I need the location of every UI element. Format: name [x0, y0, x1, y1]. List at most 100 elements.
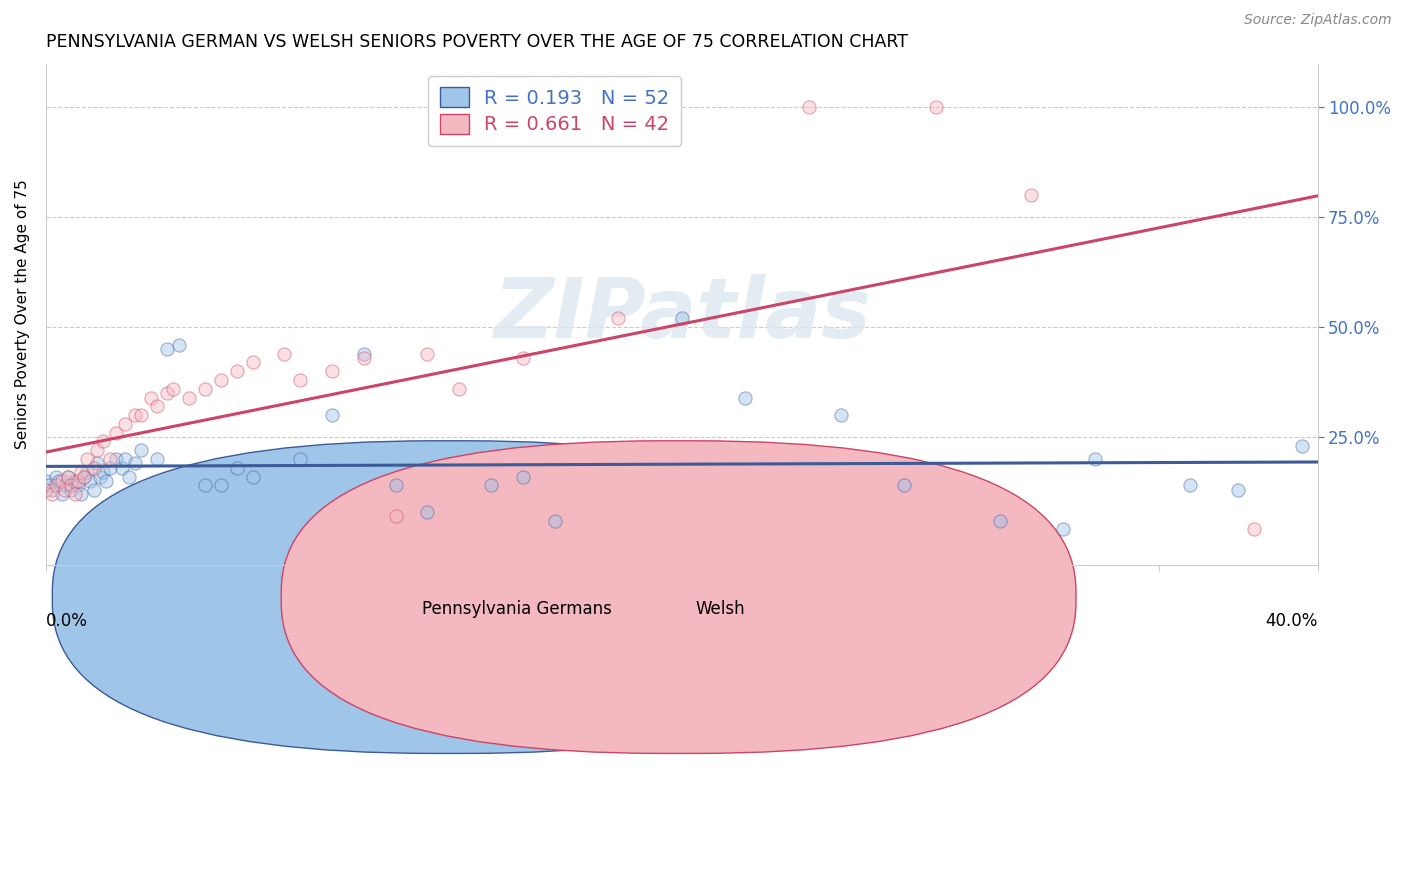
- Point: [209, 373, 232, 387]
- Point: [225, 460, 247, 475]
- Point: [156, 386, 179, 401]
- Point: [512, 351, 534, 365]
- Point: [83, 483, 105, 497]
- Point: [353, 346, 375, 360]
- Point: [73, 469, 96, 483]
- Point: [48, 474, 70, 488]
- Point: [607, 311, 630, 326]
- Text: 40.0%: 40.0%: [1265, 612, 1317, 630]
- Point: [51, 487, 73, 501]
- Point: [114, 417, 136, 431]
- Point: [76, 452, 98, 467]
- Point: [1052, 522, 1074, 536]
- Point: [70, 487, 93, 501]
- Point: [384, 478, 406, 492]
- Point: [83, 460, 105, 475]
- Point: [543, 514, 565, 528]
- Point: [63, 474, 86, 488]
- Point: [111, 460, 134, 475]
- Point: [797, 100, 820, 114]
- Point: [449, 382, 471, 396]
- Point: [162, 382, 184, 396]
- Text: ZIPatlas: ZIPatlas: [494, 274, 870, 354]
- Point: [290, 452, 312, 467]
- Point: [1180, 478, 1202, 492]
- Point: [384, 509, 406, 524]
- Point: [38, 478, 60, 492]
- Point: [89, 469, 111, 483]
- Point: [225, 364, 247, 378]
- Point: [98, 452, 121, 467]
- Text: PENNSYLVANIA GERMAN VS WELSH SENIORS POVERTY OVER THE AGE OF 75 CORRELATION CHAR: PENNSYLVANIA GERMAN VS WELSH SENIORS POV…: [46, 33, 908, 51]
- Point: [66, 474, 89, 488]
- Point: [51, 474, 73, 488]
- Point: [91, 465, 114, 479]
- Text: Pennsylvania Germans: Pennsylvania Germans: [422, 599, 612, 617]
- Point: [73, 469, 96, 483]
- Text: Source: ZipAtlas.com: Source: ZipAtlas.com: [1244, 13, 1392, 28]
- Point: [96, 474, 118, 488]
- Point: [60, 478, 83, 492]
- Point: [194, 478, 217, 492]
- Point: [242, 469, 264, 483]
- Text: 0.0%: 0.0%: [46, 612, 87, 630]
- Point: [209, 478, 232, 492]
- Point: [86, 443, 108, 458]
- Point: [58, 469, 80, 483]
- Point: [290, 373, 312, 387]
- Point: [91, 434, 114, 449]
- Point: [321, 408, 343, 422]
- Point: [124, 457, 146, 471]
- Point: [53, 483, 76, 497]
- Point: [177, 391, 200, 405]
- Point: [830, 408, 852, 422]
- Point: [124, 408, 146, 422]
- Point: [925, 100, 948, 114]
- Point: [479, 478, 502, 492]
- Point: [66, 478, 89, 492]
- Point: [117, 469, 139, 483]
- Point: [131, 408, 153, 422]
- Text: Welsh: Welsh: [695, 599, 745, 617]
- Point: [512, 469, 534, 483]
- Point: [104, 452, 127, 467]
- Point: [273, 346, 295, 360]
- Point: [41, 487, 63, 501]
- Point: [893, 478, 915, 492]
- Point: [60, 483, 83, 497]
- Point: [734, 391, 756, 405]
- Point: [416, 505, 439, 519]
- Point: [146, 452, 169, 467]
- Point: [44, 469, 66, 483]
- Point: [156, 342, 179, 356]
- Point: [194, 382, 217, 396]
- Point: [35, 474, 58, 488]
- Point: [353, 351, 375, 365]
- FancyBboxPatch shape: [52, 441, 846, 754]
- Point: [988, 514, 1011, 528]
- Legend: R = 0.193   N = 52, R = 0.661   N = 42: R = 0.193 N = 52, R = 0.661 N = 42: [427, 76, 682, 146]
- Point: [416, 346, 439, 360]
- Point: [671, 311, 693, 326]
- Point: [146, 400, 169, 414]
- Point: [131, 443, 153, 458]
- Point: [53, 478, 76, 492]
- Point: [58, 469, 80, 483]
- Point: [98, 460, 121, 475]
- Point: [35, 483, 58, 497]
- Point: [86, 457, 108, 471]
- Point: [321, 364, 343, 378]
- FancyBboxPatch shape: [281, 441, 1076, 754]
- Point: [63, 487, 86, 501]
- Point: [1291, 439, 1313, 453]
- Point: [1243, 522, 1265, 536]
- Point: [1021, 188, 1043, 202]
- Point: [242, 355, 264, 369]
- Point: [44, 478, 66, 492]
- Point: [1227, 483, 1250, 497]
- Point: [139, 391, 162, 405]
- Point: [79, 474, 101, 488]
- Point: [104, 425, 127, 440]
- Y-axis label: Seniors Poverty Over the Age of 75: Seniors Poverty Over the Age of 75: [15, 179, 30, 449]
- Point: [169, 338, 191, 352]
